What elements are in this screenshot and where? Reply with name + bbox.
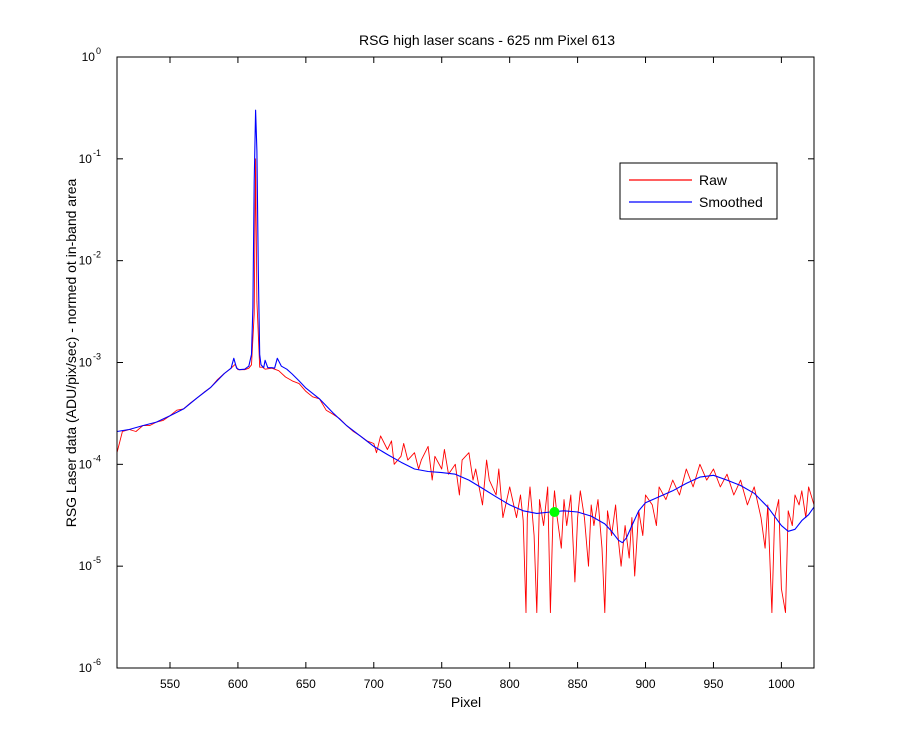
x-tick-label: 800 xyxy=(500,677,520,691)
y-axis-label: RSG Laser data (ADU/pix/sec) - normed ot… xyxy=(63,178,79,527)
legend-label-raw: Raw xyxy=(699,172,728,188)
x-tick-label: 650 xyxy=(296,677,316,691)
plot-area xyxy=(116,56,815,669)
y-tick-exponent: -4 xyxy=(93,453,101,463)
x-tick-label: 550 xyxy=(160,677,180,691)
y-tick-exponent: -2 xyxy=(93,250,101,260)
legend: Raw Smoothed xyxy=(619,162,778,220)
y-tick-exponent: -1 xyxy=(93,148,101,158)
x-tick-label: 750 xyxy=(432,677,452,691)
series-lines xyxy=(117,109,814,614)
y-tick-exponent: -6 xyxy=(93,657,101,667)
x-tick-label: 700 xyxy=(364,677,384,691)
y-tick-exponent: 0 xyxy=(96,46,101,56)
x-tick-label: 600 xyxy=(228,677,248,691)
series-line-smoothed xyxy=(117,109,814,544)
x-tick-label: 1000 xyxy=(768,677,795,691)
x-axis: 550 600 650 700 750 800 850 900 950 1000 xyxy=(160,57,795,691)
x-tick-label: 950 xyxy=(703,677,723,691)
y-tick-exponent: -3 xyxy=(93,352,101,362)
y-tick-exponent: -5 xyxy=(93,555,101,565)
axes-background xyxy=(117,57,814,668)
x-tick-label: 850 xyxy=(568,677,588,691)
highlight-marker xyxy=(549,507,560,518)
chart-title: RSG high laser scans - 625 nm Pixel 613 xyxy=(359,32,615,48)
x-axis-label: Pixel xyxy=(451,694,481,710)
legend-box xyxy=(619,162,778,220)
x-tick-label: 900 xyxy=(636,677,656,691)
legend-label-smoothed: Smoothed xyxy=(699,194,763,210)
